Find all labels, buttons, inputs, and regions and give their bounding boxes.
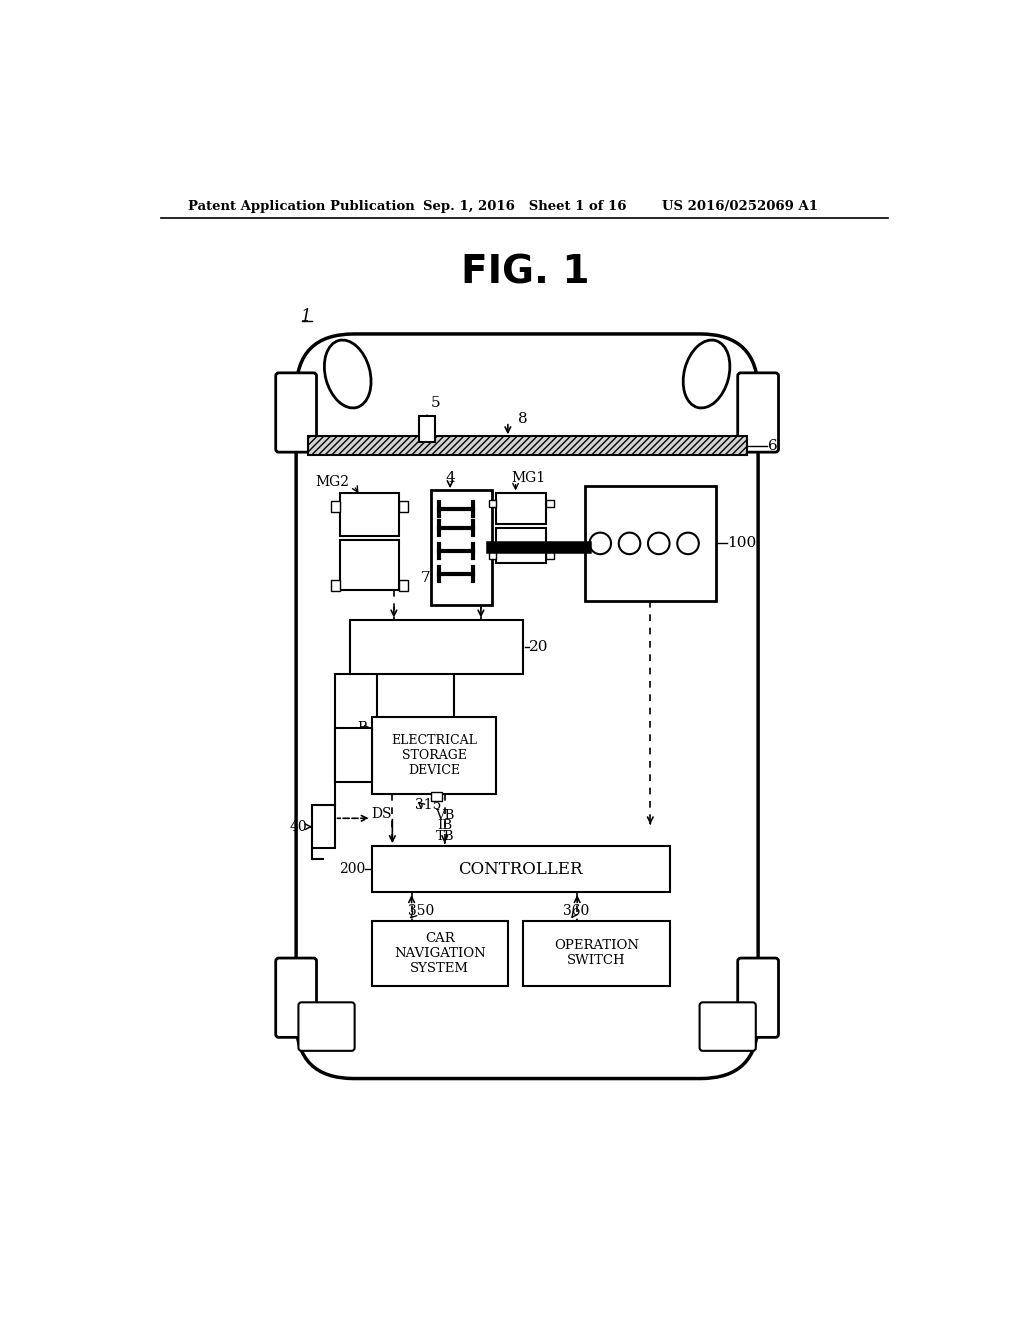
Bar [398,502,408,512]
Bar [340,494,398,536]
Text: 7: 7 [421,572,431,585]
Circle shape [648,533,670,554]
Bar [523,921,670,986]
Text: 20: 20 [529,640,549,655]
Bar [340,540,398,590]
Text: TB: TB [435,830,454,843]
Text: 1: 1 [301,308,311,325]
Text: 315: 315 [416,799,441,812]
Text: VB: VB [435,809,455,822]
Text: 8: 8 [518,412,528,425]
Bar [431,490,493,605]
Bar [312,805,335,847]
Bar [497,494,547,524]
Bar [431,792,441,801]
Bar [372,717,497,793]
Bar [419,416,435,442]
Bar [488,552,497,558]
Bar [547,499,554,507]
FancyBboxPatch shape [298,1002,354,1051]
Text: DS: DS [372,808,392,821]
Text: MG2: MG2 [315,475,349,488]
Bar [307,436,746,455]
Text: 360: 360 [563,904,590,919]
FancyBboxPatch shape [275,372,316,453]
Text: 4: 4 [445,471,455,484]
Text: Patent Application Publication: Patent Application Publication [188,199,415,213]
FancyBboxPatch shape [296,334,758,1078]
Text: FIG. 1: FIG. 1 [461,253,589,292]
Text: 200: 200 [339,862,366,876]
Text: MG1: MG1 [512,471,546,484]
Text: ELECTRICAL
STORAGE
DEVICE: ELECTRICAL STORAGE DEVICE [391,734,477,776]
Text: 40: 40 [290,820,307,834]
Bar [350,620,523,675]
Text: 30: 30 [372,723,389,737]
Text: 5: 5 [431,396,440,411]
Bar [488,499,497,507]
FancyBboxPatch shape [737,372,778,453]
Text: 100: 100 [727,536,757,550]
FancyBboxPatch shape [275,958,316,1038]
Ellipse shape [683,341,730,408]
Bar [331,502,340,512]
Ellipse shape [325,341,371,408]
Text: 350: 350 [408,904,434,919]
Bar [585,486,716,601]
Text: US 2016/0252069 A1: US 2016/0252069 A1 [662,199,818,213]
Text: OPERATION
SWITCH: OPERATION SWITCH [554,940,639,968]
Text: IB: IB [437,820,453,833]
Bar [372,846,670,892]
Text: Sep. 1, 2016   Sheet 1 of 16: Sep. 1, 2016 Sheet 1 of 16 [423,199,627,213]
Text: CONTROLLER: CONTROLLER [459,861,583,878]
FancyBboxPatch shape [699,1002,756,1051]
Bar [372,921,508,986]
Circle shape [590,533,611,554]
Bar [497,528,547,562]
Bar [331,581,340,591]
FancyBboxPatch shape [737,958,778,1038]
Bar [398,581,408,591]
Bar [335,729,372,781]
Circle shape [677,533,698,554]
Text: CAR
NAVIGATION
SYSTEM: CAR NAVIGATION SYSTEM [394,932,485,975]
Bar [547,552,554,558]
Text: B: B [357,721,368,735]
Text: 6: 6 [768,438,778,453]
Circle shape [618,533,640,554]
